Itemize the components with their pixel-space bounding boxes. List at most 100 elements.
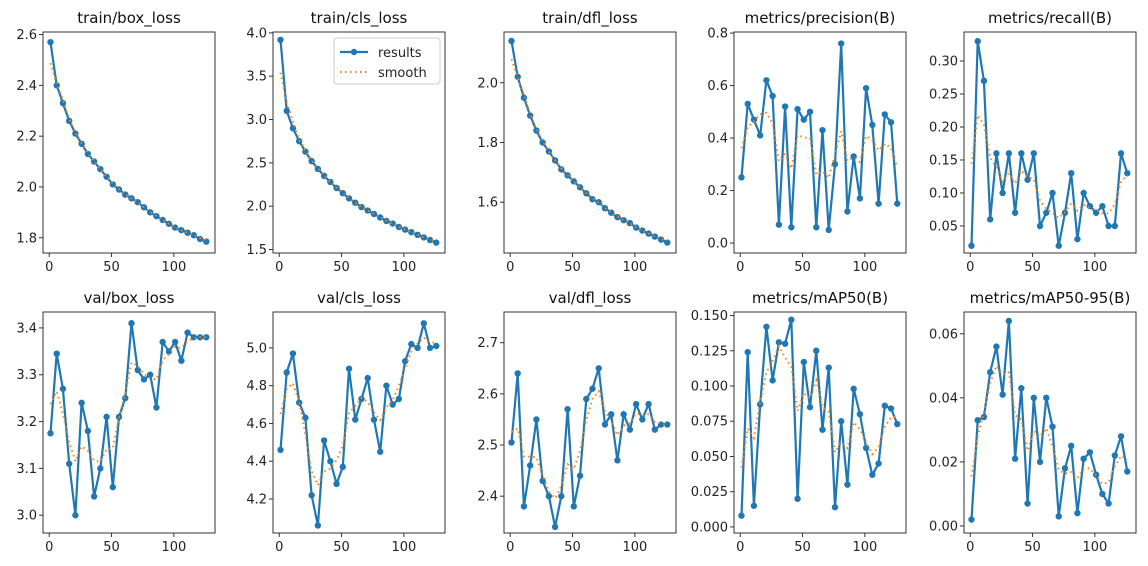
results-point [90, 493, 98, 500]
results-point [59, 99, 67, 107]
results-point [165, 348, 173, 355]
y-tick-label: 0.6 [707, 79, 728, 94]
smooth-line [970, 112, 1129, 220]
results-point [595, 365, 602, 372]
results-point [769, 377, 776, 384]
results-point [862, 84, 870, 92]
x-tick-label: 100 [622, 260, 647, 275]
results-point [750, 116, 758, 123]
results-point [433, 342, 440, 350]
results-point [1086, 449, 1094, 456]
results-point [819, 126, 826, 134]
results-point [320, 437, 328, 444]
results-point [825, 364, 832, 371]
results-point [620, 411, 627, 418]
results-point [78, 399, 85, 407]
results-point [289, 350, 297, 357]
results-point [1043, 209, 1050, 216]
results-point [508, 37, 515, 45]
axes-frame [503, 311, 677, 534]
results-point [539, 477, 546, 485]
results-point [364, 207, 371, 214]
results-point [1117, 433, 1125, 440]
results-point [277, 36, 284, 43]
results-point [645, 400, 652, 408]
y-tick-label: 3.0 [246, 113, 267, 128]
subplot-6: val/cls_loss 0 50 100 4.2 4.4 4.6 4.8 5.0 [246, 289, 446, 555]
y-tick-label: 0.00 [929, 519, 958, 534]
y-tick-label: 4.4 [246, 455, 267, 470]
results-line [510, 367, 668, 528]
results-point [620, 216, 627, 224]
x-tick-label: 100 [161, 540, 186, 555]
results-point [763, 323, 770, 330]
results-point [750, 502, 758, 509]
results-line [970, 41, 1129, 246]
results-point [190, 232, 198, 239]
results-point [153, 212, 160, 220]
results-point [333, 480, 340, 488]
axes-frame [42, 311, 216, 534]
subplot-title: train/dfl_loss [542, 9, 638, 28]
y-tick-label: 1.6 [477, 196, 498, 211]
results-point [327, 458, 334, 465]
results-point [632, 224, 640, 231]
subplot-title: train/box_loss [77, 9, 181, 28]
results-point [376, 448, 384, 455]
y-tick-label: 0.04 [929, 391, 958, 406]
results-point [831, 504, 839, 511]
results-point [84, 427, 92, 435]
results-point [894, 200, 901, 207]
y-tick-label: 0.4 [707, 132, 728, 147]
subplot-title: val/dfl_loss [549, 289, 632, 308]
y-tick-label: 3.1 [16, 462, 37, 477]
results-point [974, 38, 981, 45]
results-point [134, 366, 141, 374]
x-tick-label: 0 [506, 540, 514, 555]
y-tick-label: 1.5 [246, 243, 267, 258]
results-point [352, 416, 359, 423]
results-point [738, 512, 745, 519]
y-tick-label: 2.6 [16, 28, 37, 43]
results-line [970, 320, 1129, 520]
results-point [744, 100, 751, 108]
results-point [576, 472, 584, 479]
results-point [84, 150, 92, 158]
results-point [601, 205, 609, 212]
results-point [65, 460, 73, 467]
x-tick-label: 0 [45, 540, 53, 555]
results-point [626, 426, 634, 433]
results-point [283, 107, 290, 115]
y-tick-label: 2.0 [16, 180, 37, 195]
results-point [146, 209, 154, 216]
results-point [426, 344, 434, 352]
x-tick-label: 50 [333, 260, 350, 275]
results-point [570, 503, 577, 510]
results-point [986, 216, 994, 223]
results-point [993, 150, 1000, 157]
results-point [395, 223, 403, 231]
y-tick-label: 0.075 [691, 415, 728, 430]
results-point [813, 224, 820, 231]
results-point [140, 376, 148, 383]
y-tick-label: 0.125 [691, 344, 728, 359]
results-point [1005, 150, 1013, 157]
y-tick-label: 2.5 [246, 156, 267, 171]
x-tick-label: 0 [45, 260, 53, 275]
legend-results-label: results [378, 46, 422, 61]
results-point [601, 421, 609, 428]
results-line [510, 40, 668, 244]
results-point [539, 139, 546, 146]
results-point [72, 130, 79, 137]
y-tick-label: 3.5 [246, 70, 267, 85]
smooth-line [279, 72, 437, 243]
results-point [856, 410, 864, 418]
results-line [279, 323, 437, 526]
y-tick-label: 0.05 [929, 219, 958, 234]
results-point [887, 119, 895, 126]
results-point [664, 421, 671, 428]
x-tick-label: 0 [275, 260, 283, 275]
subplot-7: val/dfl_loss 0 50 100 2.4 2.5 2.6 2.7 [477, 289, 677, 555]
results-point [1024, 500, 1031, 507]
smooth-line [970, 363, 1128, 486]
